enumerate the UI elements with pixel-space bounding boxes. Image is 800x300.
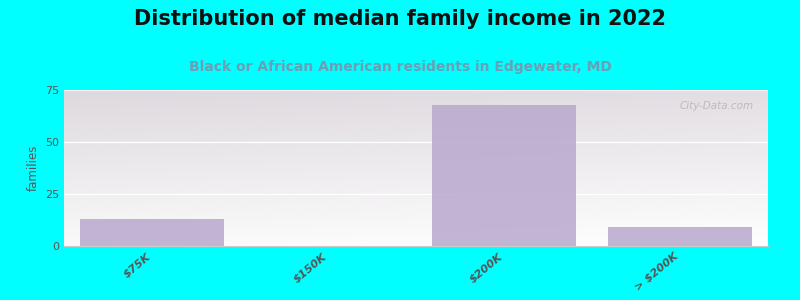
Text: Distribution of median family income in 2022: Distribution of median family income in … (134, 9, 666, 29)
Text: Black or African American residents in Edgewater, MD: Black or African American residents in E… (189, 60, 611, 74)
Text: City-Data.com: City-Data.com (680, 101, 754, 111)
Bar (432, 105, 576, 246)
Bar (80, 219, 224, 246)
Y-axis label: families: families (26, 145, 39, 191)
Bar (608, 227, 752, 246)
